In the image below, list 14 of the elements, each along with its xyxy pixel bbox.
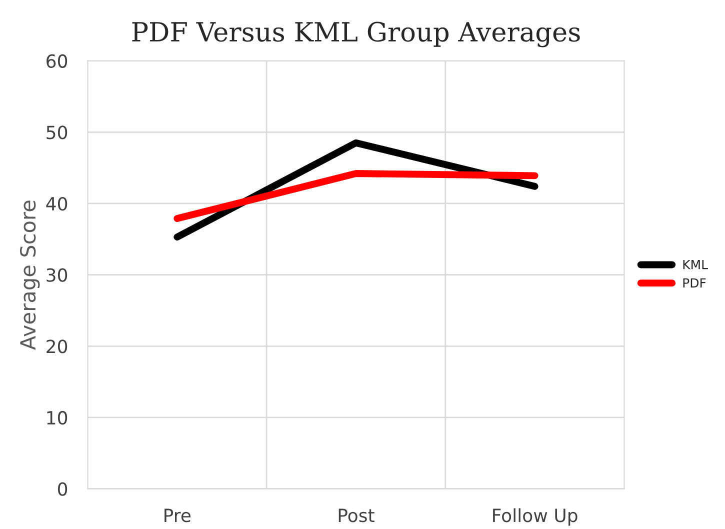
y-tick-label: 20 [46,340,68,354]
x-tick-label: Follow Up [493,508,578,526]
y-tick-label: 10 [47,410,68,425]
y-tick-label: 40 [46,196,68,211]
x-tick-label: Pre [164,508,191,522]
y-tick-label: 50 [46,126,68,140]
y-axis-title: Average Score [20,200,40,350]
y-tick-label: 0 [58,482,68,496]
legend-label: KML [683,260,708,270]
x-tick-label: Post [338,508,374,522]
legend-label: PDF [683,278,706,288]
y-tick-label: 30 [46,268,68,282]
chart-title: PDF Versus KML Group Averages [132,22,580,48]
y-tick-label: 60 [46,54,68,68]
